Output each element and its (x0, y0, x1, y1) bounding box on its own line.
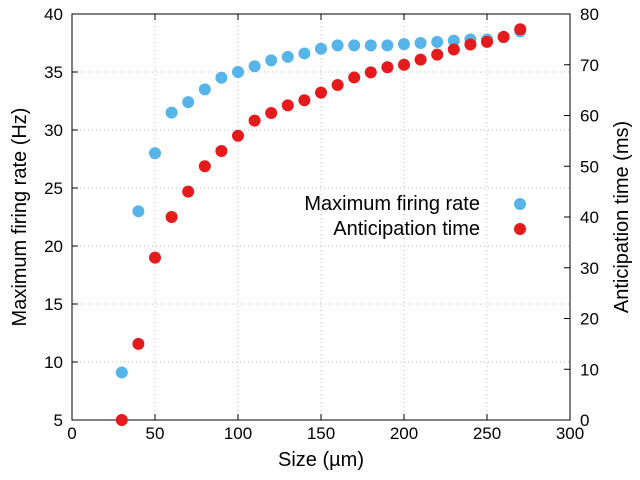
y2-tick-label: 0 (580, 411, 589, 430)
anticipation-time-point (132, 337, 145, 350)
legend-marker-anticipation-time (514, 223, 526, 235)
y-axis-label: Maximum firing rate (Hz) (9, 108, 31, 327)
anticipation-time-point (315, 86, 327, 99)
y2-tick-label: 30 (580, 259, 599, 278)
max-firing-rate-point (281, 50, 294, 63)
max-firing-rate-point (348, 39, 361, 52)
anticipation-time-point (381, 61, 394, 74)
y-tick-label: 15 (44, 295, 63, 314)
y-tick-label: 10 (44, 353, 63, 372)
x-axis-label: Size (µm) (278, 449, 364, 471)
max-firing-rate-point (364, 39, 377, 52)
anticipation-time-point (431, 48, 444, 61)
anticipation-time-point (248, 114, 261, 127)
y-tick-label: 30 (44, 121, 63, 140)
max-firing-rate-point (447, 34, 460, 47)
anticipation-time-point (497, 30, 510, 43)
max-firing-rate-point (215, 71, 228, 84)
anticipation-time-point (364, 66, 377, 79)
anticipation-time-point (215, 145, 228, 158)
anticipation-time-point (281, 99, 294, 112)
x-tick-label: 100 (224, 424, 252, 443)
y-tick-label: 35 (44, 63, 63, 82)
max-firing-rate-point (398, 38, 410, 51)
anticipation-time-point (265, 106, 278, 119)
max-firing-rate-point (331, 39, 344, 52)
anticipation-time-point (464, 38, 477, 51)
y-tick-label: 20 (44, 237, 63, 256)
y2-tick-label: 70 (580, 56, 599, 75)
anticipation-time-point (149, 251, 161, 264)
y-tick-label: 40 (44, 5, 63, 24)
anticipation-time-point (447, 43, 460, 56)
anticipation-time-point (398, 58, 410, 71)
legend-label-anticipation-time: Anticipation time (333, 218, 480, 240)
x-tick-label: 200 (390, 424, 418, 443)
max-firing-rate-point (381, 39, 394, 52)
x-tick-label: 300 (556, 424, 584, 443)
data-points (115, 23, 527, 426)
max-firing-rate-point (165, 106, 178, 119)
anticipation-time-point (414, 53, 427, 66)
grid-lines (72, 14, 570, 420)
max-firing-rate-point (132, 205, 145, 218)
legend-marker-max-firing-rate (514, 198, 526, 210)
y2-tick-label: 50 (580, 157, 599, 176)
max-firing-rate-point (431, 35, 444, 48)
anticipation-time-point (115, 414, 128, 426)
anticipation-time-point (331, 79, 344, 92)
legend-label-max-firing-rate: Maximum firing rate (304, 193, 480, 215)
y-tick-label: 25 (44, 179, 63, 198)
axis-ticks: 0 50 100 150 200 250 300 5 10 15 20 25 30 35 40 0 10 20 30… (44, 5, 599, 443)
max-firing-rate-point (315, 42, 327, 55)
anticipation-time-point (182, 185, 195, 198)
anticipation-time-point (165, 211, 178, 223)
max-firing-rate-point (198, 83, 211, 96)
anticipation-time-point (481, 35, 493, 48)
y2-tick-label: 40 (580, 208, 599, 227)
max-firing-rate-point (414, 37, 427, 49)
y-tick-label: 5 (54, 411, 63, 430)
x-tick-label: 250 (473, 424, 501, 443)
x-tick-label: 0 (67, 424, 76, 443)
anticipation-time-point (298, 94, 311, 107)
max-firing-rate-point (298, 47, 311, 60)
anticipation-time-point (198, 160, 211, 173)
legend: Maximum firing rate Anticipation time (304, 193, 526, 240)
max-firing-rate-point (182, 96, 195, 109)
y2-tick-label: 80 (580, 5, 599, 24)
anticipation-time-point (232, 129, 244, 142)
y2-tick-label: 60 (580, 107, 599, 126)
anticipation-time-point (348, 71, 361, 84)
max-firing-rate-point (232, 66, 244, 78)
y2-tick-label: 20 (580, 310, 599, 329)
max-firing-rate-point (265, 54, 278, 67)
x-tick-label: 150 (307, 424, 335, 443)
max-firing-rate-point (115, 366, 128, 379)
y2-axis-label: Anticipation time (ms) (611, 121, 633, 313)
x-tick-label: 50 (146, 424, 165, 443)
anticipation-time-point (514, 23, 527, 36)
y2-tick-label: 10 (580, 360, 599, 379)
max-firing-rate-point (149, 147, 161, 160)
max-firing-rate-point (248, 60, 261, 73)
